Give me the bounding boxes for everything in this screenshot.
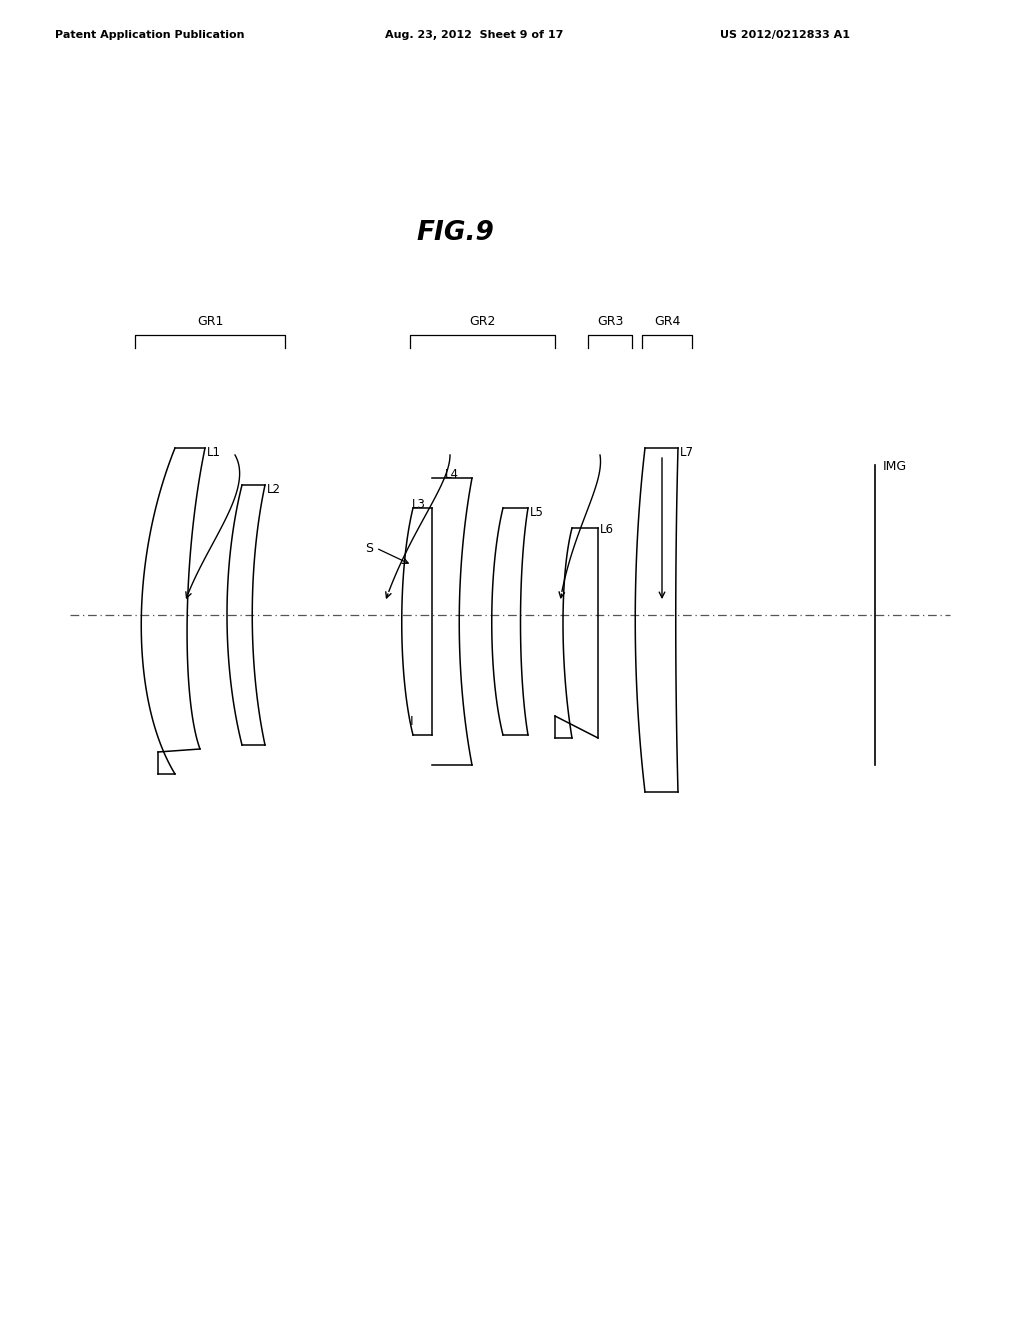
- Text: L4: L4: [445, 469, 459, 480]
- Text: IMG: IMG: [883, 459, 907, 473]
- Text: L7: L7: [680, 446, 694, 459]
- Text: L2: L2: [267, 483, 281, 496]
- Text: L6: L6: [600, 523, 614, 536]
- Text: Patent Application Publication: Patent Application Publication: [55, 30, 245, 40]
- Text: Aug. 23, 2012  Sheet 9 of 17: Aug. 23, 2012 Sheet 9 of 17: [385, 30, 563, 40]
- Text: I: I: [411, 715, 414, 729]
- Text: GR3: GR3: [597, 315, 624, 327]
- Text: US 2012/0212833 A1: US 2012/0212833 A1: [720, 30, 850, 40]
- Text: FIG.9: FIG.9: [416, 220, 494, 246]
- Text: GR1: GR1: [197, 315, 223, 327]
- Text: GR2: GR2: [469, 315, 496, 327]
- Text: L5: L5: [530, 506, 544, 519]
- Text: GR4: GR4: [653, 315, 680, 327]
- Text: L3: L3: [412, 498, 426, 511]
- Text: L1: L1: [207, 446, 221, 459]
- Text: S: S: [365, 541, 373, 554]
